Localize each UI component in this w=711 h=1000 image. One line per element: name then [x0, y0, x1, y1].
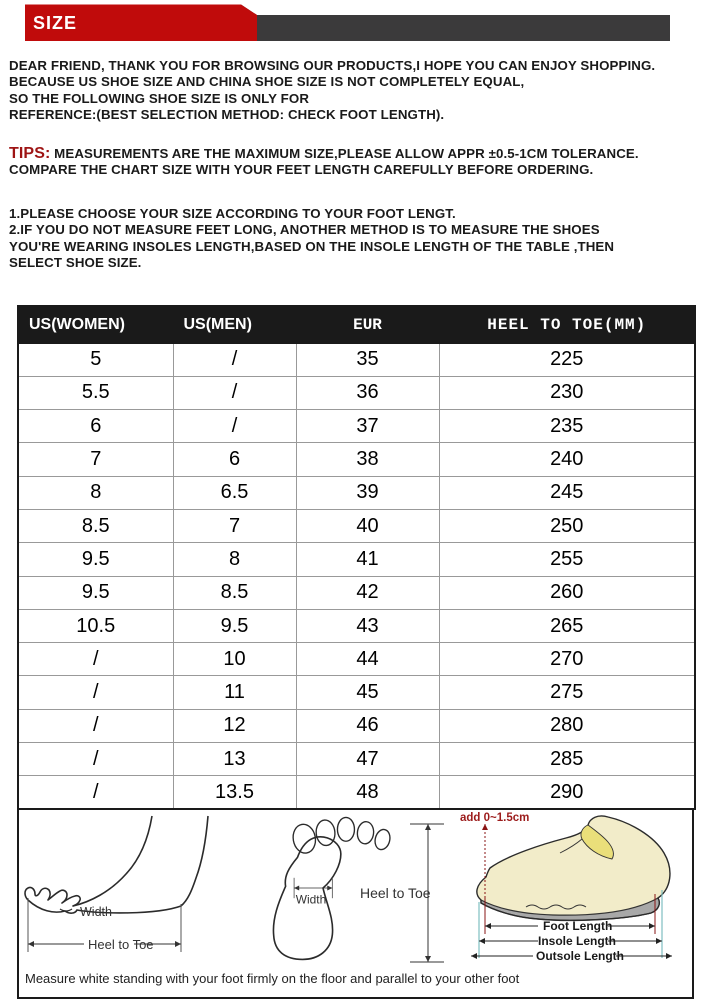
svg-text:Foot Length: Foot Length: [543, 919, 612, 933]
svg-text:Outsole Length: Outsole Length: [536, 949, 624, 963]
svg-text:Width: Width: [296, 892, 326, 906]
svg-text:Width: Width: [80, 905, 112, 919]
svg-text:Insole Length: Insole Length: [538, 934, 616, 948]
svg-text:Heel to Toe: Heel to Toe: [88, 937, 154, 952]
svg-text:add 0~1.5cm: add 0~1.5cm: [460, 812, 529, 824]
svg-text:Heel to Toe: Heel to Toe: [360, 885, 431, 901]
svg-text:SIZE: SIZE: [33, 13, 77, 33]
